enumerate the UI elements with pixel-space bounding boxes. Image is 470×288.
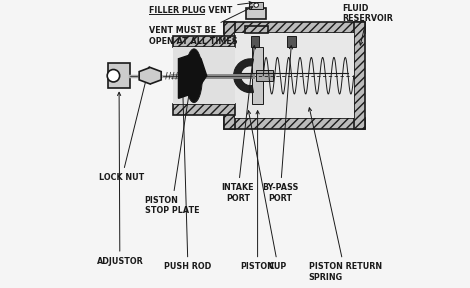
Circle shape <box>254 3 258 7</box>
Bar <box>287 36 296 48</box>
Text: BY-PASS
PORT: BY-PASS PORT <box>262 46 298 202</box>
Bar <box>246 8 266 19</box>
Bar <box>224 22 365 33</box>
Bar <box>224 118 365 129</box>
Bar <box>256 70 273 82</box>
Text: FLUID
RESERVOIR: FLUID RESERVOIR <box>343 4 393 45</box>
Bar <box>251 36 259 48</box>
Text: PISTON RETURN
SPRING: PISTON RETURN SPRING <box>308 108 382 282</box>
Bar <box>108 63 130 88</box>
Wedge shape <box>234 59 253 93</box>
Bar <box>252 48 263 104</box>
Text: PISTON
STOP PLATE: PISTON STOP PLATE <box>145 65 199 215</box>
Text: PUSH ROD: PUSH ROD <box>164 91 212 271</box>
Circle shape <box>107 69 120 82</box>
Ellipse shape <box>186 49 203 103</box>
Bar <box>354 22 365 129</box>
Text: PISTON: PISTON <box>241 111 274 271</box>
Text: FILLER PLUG VENT: FILLER PLUG VENT <box>149 1 252 15</box>
Polygon shape <box>179 53 207 98</box>
Text: VENT MUST BE
OPEN AT ALL TIMES: VENT MUST BE OPEN AT ALL TIMES <box>149 7 253 46</box>
Bar <box>173 36 235 48</box>
Circle shape <box>191 72 197 79</box>
Text: CUP: CUP <box>248 111 287 271</box>
Bar <box>173 104 235 115</box>
Text: ADJUSTOR: ADJUSTOR <box>96 92 143 266</box>
Bar <box>173 48 235 104</box>
Bar <box>235 33 354 118</box>
Text: LOCK NUT: LOCK NUT <box>99 67 150 182</box>
Bar <box>245 26 267 33</box>
Polygon shape <box>139 67 161 84</box>
Bar <box>249 2 263 9</box>
Text: INTAKE
PORT: INTAKE PORT <box>221 46 256 202</box>
Bar <box>224 22 235 129</box>
